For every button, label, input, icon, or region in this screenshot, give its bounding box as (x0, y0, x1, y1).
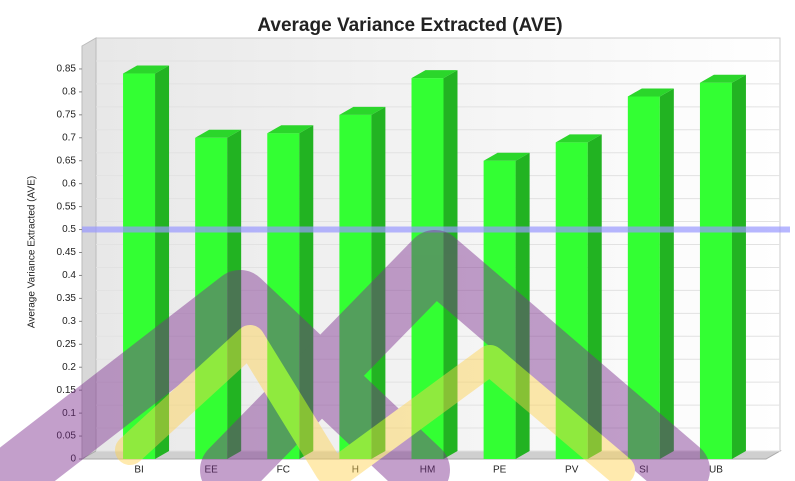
bar-side (732, 75, 746, 459)
y-tick-label: 0.45 (57, 247, 77, 258)
y-tick-label: 0.7 (62, 132, 76, 143)
y-tick-label: 0.4 (62, 270, 76, 281)
bar (700, 75, 746, 459)
x-tick-label: FC (277, 465, 290, 476)
x-tick-label: BI (134, 465, 143, 476)
bar-front (700, 83, 732, 459)
y-tick-label: 0.75 (57, 109, 77, 120)
x-tick-label: PV (565, 465, 579, 476)
y-tick-label: 0.85 (57, 64, 77, 75)
y-tick-label: 0.25 (57, 339, 77, 350)
y-tick-label: 0.2 (62, 362, 76, 373)
y-axis-label: Average Variance Extracted (AVE) (27, 176, 38, 328)
x-tick-label: PE (493, 465, 507, 476)
y-tick-label: 0.5 (62, 224, 76, 235)
y-tick-label: 0.3 (62, 316, 76, 327)
y-tick-label: 0.8 (62, 87, 76, 98)
y-tick-label: 0.65 (57, 155, 77, 166)
y-tick-label: 0.6 (62, 178, 76, 189)
bar-side (660, 88, 674, 459)
y-tick-label: 0.55 (57, 201, 77, 212)
chart-title: Average Variance Extracted (AVE) (257, 15, 562, 36)
chart: 00.050.10.150.20.250.30.350.40.450.50.55… (0, 0, 795, 481)
y-tick-label: 0.35 (57, 293, 77, 304)
x-tick-label: UB (709, 465, 723, 476)
